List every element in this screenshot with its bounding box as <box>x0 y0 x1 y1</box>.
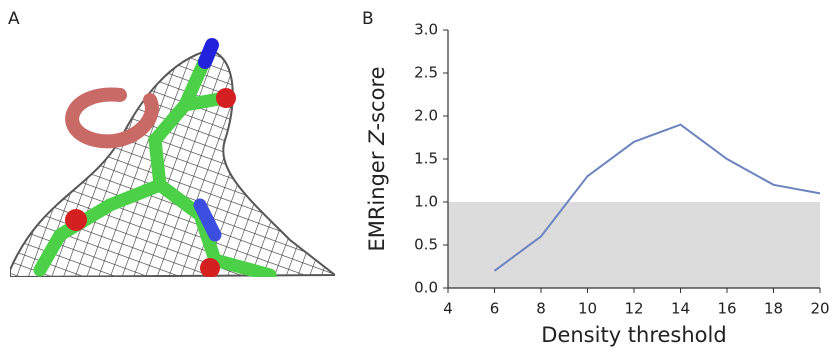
x-tick-label: 6 <box>490 300 500 318</box>
y-tick-label: 0.0 <box>414 279 438 297</box>
y-tick-label: 0.5 <box>414 236 438 254</box>
x-tick-label: 16 <box>717 300 736 318</box>
figure: A B Density threshold EMRinger Z-score 0… <box>0 0 834 354</box>
y-tick-label: 2.0 <box>414 107 438 125</box>
molecule-render <box>10 45 335 278</box>
y-tick-label: 2.5 <box>414 64 438 82</box>
x-tick-label: 20 <box>810 300 829 318</box>
shaded-region <box>448 202 820 288</box>
y-tick-label: 1.5 <box>414 150 438 168</box>
panel-label: A <box>8 9 20 29</box>
x-tick-label: 8 <box>536 300 546 318</box>
x-tick-label: 18 <box>764 300 783 318</box>
panel-label: B <box>362 9 374 29</box>
x-tick-label: 10 <box>578 300 597 318</box>
x-axis-title: Density threshold <box>541 323 726 347</box>
x-tick-label: 12 <box>624 300 643 318</box>
x-tick-label: 4 <box>443 300 453 318</box>
y-tick-label: 1.0 <box>414 193 438 211</box>
y-axis-title: EMRinger Z-score <box>365 66 389 251</box>
x-tick-label: 14 <box>671 300 690 318</box>
y-tick-label: 3.0 <box>414 21 438 39</box>
